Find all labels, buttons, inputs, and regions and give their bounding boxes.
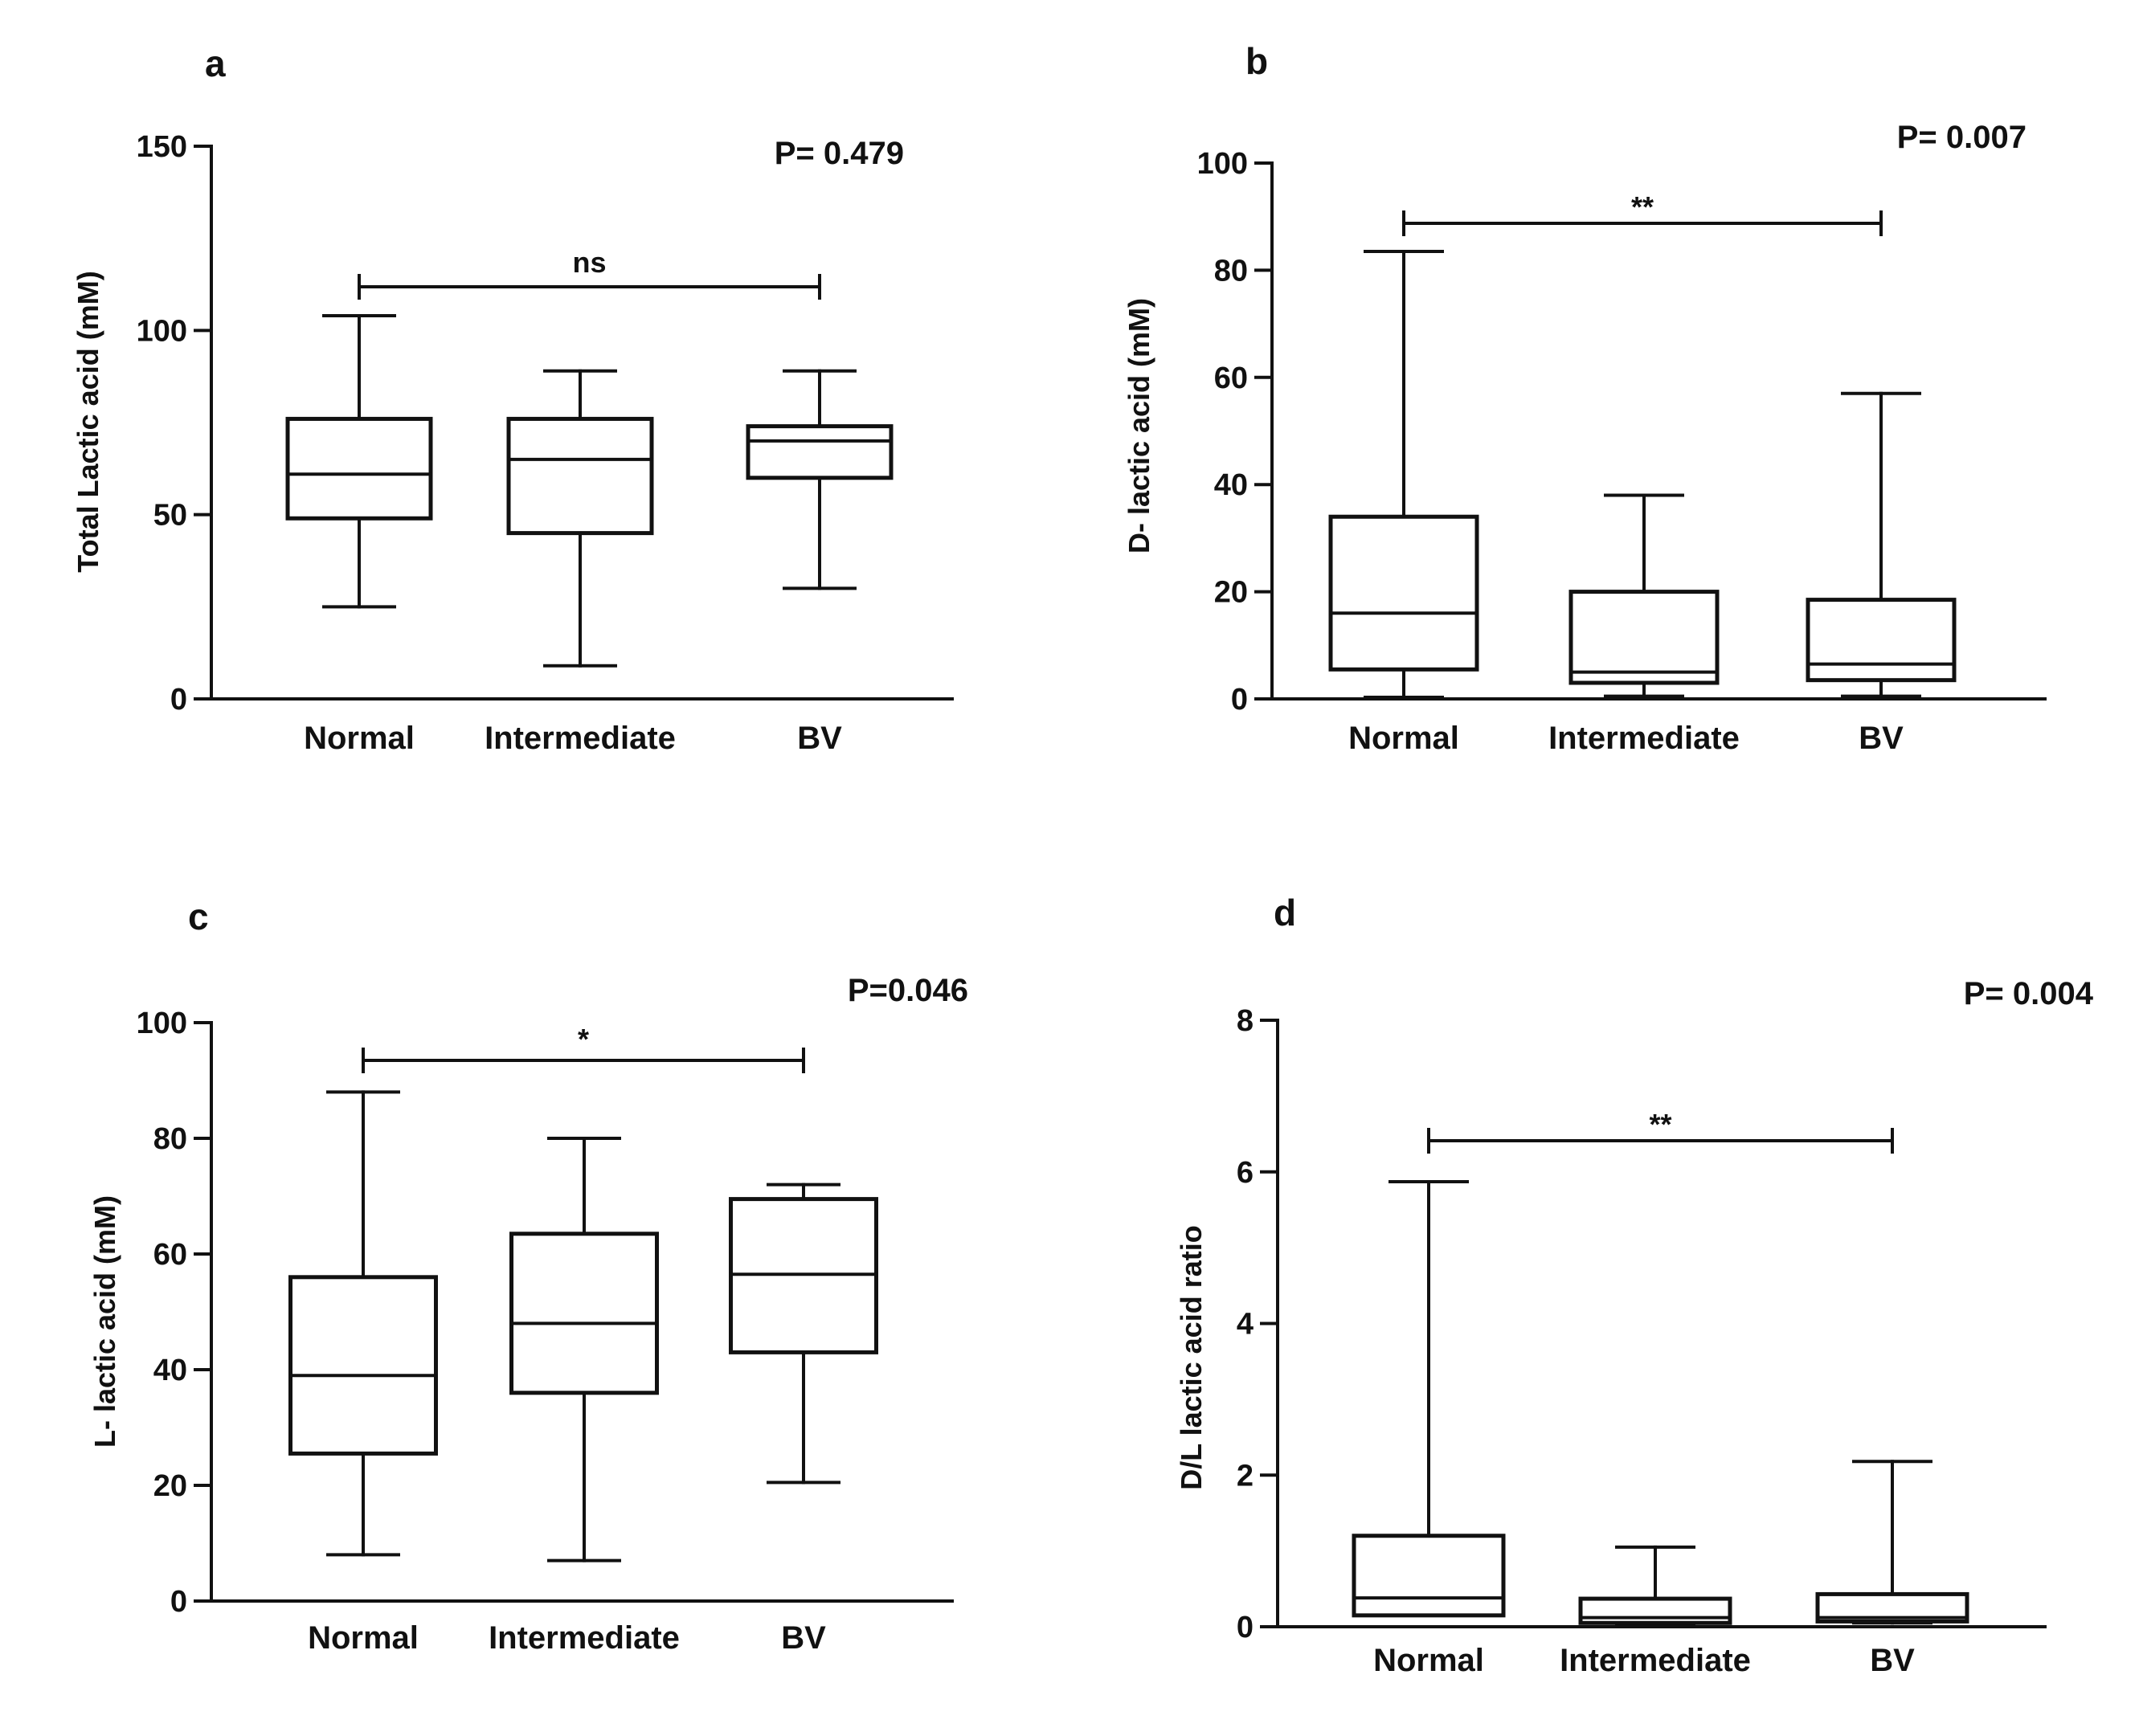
box-intermediate: [509, 1137, 659, 1562]
p-value-label: P= 0.004: [1964, 976, 2094, 1011]
panel-letter: c: [188, 896, 209, 937]
x-category-label: Normal: [1348, 721, 1459, 756]
box-intermediate: [1568, 493, 1720, 698]
panel-letter: d: [1274, 892, 1296, 933]
panel-letter: a: [205, 43, 226, 84]
x-category-label: Normal: [1373, 1643, 1484, 1678]
iqr-box: [1352, 1534, 1506, 1618]
significance-label: **: [1649, 1108, 1671, 1141]
x-category-label: Intermediate: [1548, 721, 1740, 756]
y-axis-title: D- lactic acid (mM): [1123, 298, 1155, 553]
y-tick-label: 0: [1237, 1611, 1254, 1644]
box-bv: [746, 369, 894, 590]
y-axis-title: L- lactic acid (mM): [88, 1195, 121, 1448]
x-category-label: Intermediate: [485, 721, 676, 756]
panel-a: a 0 50 100 150 Total Lactic acid (mM) Normal In…: [72, 43, 954, 756]
x-category-label: BV: [1870, 1643, 1915, 1678]
y-axis-title: D/L lactic acid ratio: [1175, 1225, 1208, 1489]
iqr-box: [506, 416, 654, 536]
box-bv: [1806, 391, 1957, 698]
y-tick-label: 8: [1237, 1004, 1254, 1038]
significance-label: **: [1631, 190, 1654, 223]
iqr-box: [1806, 598, 1957, 683]
iqr-box: [746, 424, 894, 480]
iqr-box: [509, 1232, 659, 1395]
y-tick-label: 20: [1214, 576, 1248, 610]
box-normal: [1352, 1180, 1506, 1618]
y-tick-label: 0: [170, 1585, 187, 1619]
panel-letter: b: [1245, 40, 1268, 82]
y-tick-label: 100: [1197, 147, 1248, 181]
y-tick-label: 2: [1237, 1459, 1254, 1493]
iqr-box: [1328, 514, 1479, 672]
p-value-label: P= 0.007: [1897, 120, 2027, 155]
y-tick-label: 6: [1237, 1156, 1254, 1190]
y-tick-label: 60: [153, 1238, 187, 1272]
y-tick-label: 20: [153, 1469, 187, 1503]
y-tick-label: 150: [137, 130, 187, 164]
panel-c: c 0 20 40 60 80 100 L- lactic acid (mM) Normal In…: [88, 896, 968, 1656]
y-tick-label: 80: [1214, 254, 1248, 288]
y-tick-label: 60: [1214, 361, 1248, 395]
x-category-label: Normal: [304, 721, 415, 756]
iqr-box: [1578, 1596, 1732, 1625]
y-tick-label: 40: [1214, 468, 1248, 502]
x-category-label: Intermediate: [489, 1620, 680, 1656]
iqr-box: [1568, 590, 1720, 685]
iqr-box: [285, 416, 433, 521]
box-normal: [1328, 250, 1479, 699]
y-tick-label: 80: [153, 1122, 187, 1156]
p-value-label: P= 0.479: [775, 136, 904, 171]
panel-d: d 0 2 4 6 8 D/L lactic acid ratio Normal Interme…: [1175, 892, 2094, 1678]
x-category-label: BV: [781, 1620, 826, 1656]
box-normal: [288, 1090, 438, 1557]
significance-label: ns: [572, 246, 606, 279]
y-tick-label: 40: [153, 1354, 187, 1387]
box-bv: [1815, 1460, 1969, 1625]
box-intermediate: [506, 369, 654, 668]
panel-b: b 0 20 40 60 80 100 D- lactic acid (mM) Normal In…: [1123, 40, 2047, 756]
y-tick-label: 0: [1231, 683, 1248, 717]
p-value-label: P=0.046: [848, 973, 968, 1008]
x-category-label: BV: [797, 721, 842, 756]
iqr-box: [288, 1275, 438, 1456]
x-category-label: BV: [1859, 721, 1904, 756]
y-tick-label: 100: [137, 1007, 187, 1040]
box-normal: [285, 313, 433, 609]
x-category-label: Intermediate: [1560, 1643, 1751, 1678]
significance-label: *: [578, 1023, 589, 1056]
box-bv: [729, 1183, 878, 1485]
x-category-label: Normal: [308, 1620, 419, 1656]
y-tick-label: 4: [1237, 1308, 1254, 1342]
y-tick-label: 0: [170, 683, 187, 717]
y-axis-title: Total Lactic acid (mM): [72, 271, 104, 572]
y-tick-label: 50: [153, 499, 187, 533]
box-intermediate: [1578, 1545, 1732, 1628]
y-tick-label: 100: [137, 314, 187, 348]
